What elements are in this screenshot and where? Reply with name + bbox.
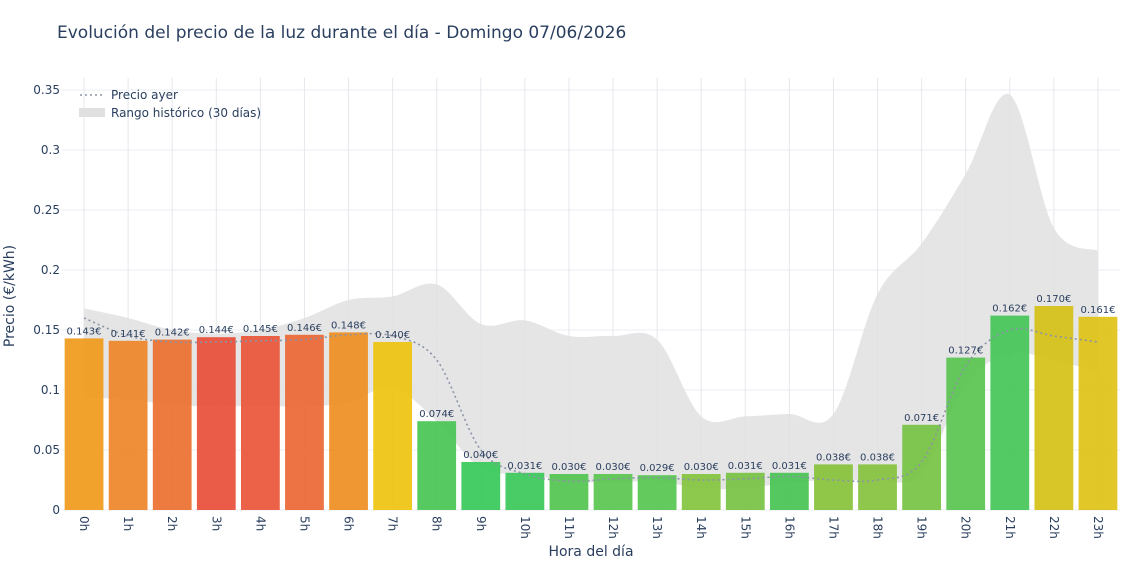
- y-tick-label: 0: [52, 503, 60, 517]
- price-bar[interactable]: [990, 315, 1030, 510]
- x-tick-label: 14h: [694, 516, 708, 539]
- yesterday-line-layer: [83, 317, 1099, 483]
- y-tick-label: 0.35: [33, 83, 60, 97]
- x-tick-label: 7h: [386, 516, 400, 531]
- x-tick-label: 3h: [209, 516, 223, 531]
- legend-label-yesterday[interactable]: Precio ayer: [111, 88, 178, 102]
- bar-value-label: 0.038€: [860, 452, 895, 463]
- bar-value-label: 0.030€: [551, 462, 586, 473]
- y-tick-label: 0.25: [33, 203, 60, 217]
- x-tick-label: 19h: [915, 516, 929, 539]
- x-tick-label: 22h: [1047, 516, 1061, 539]
- price-bar[interactable]: [902, 424, 942, 510]
- bar-value-label: 0.071€: [904, 413, 939, 424]
- x-tick-label: 17h: [826, 516, 840, 539]
- legend-swatch-range: [79, 108, 105, 117]
- bar-value-label: 0.029€: [640, 463, 675, 474]
- bar-value-label: 0.142€: [155, 328, 190, 339]
- chart-title: Evolución del precio de la luz durante e…: [57, 23, 626, 43]
- bar-value-label: 0.148€: [331, 320, 366, 331]
- price-bar[interactable]: [373, 342, 413, 510]
- price-bar[interactable]: [461, 462, 501, 510]
- x-tick-label: 10h: [518, 516, 532, 539]
- x-tick-label: 15h: [738, 516, 752, 539]
- x-tick-label: 20h: [959, 516, 973, 539]
- price-bar[interactable]: [1078, 316, 1118, 510]
- x-tick-label: 16h: [782, 516, 796, 539]
- x-tick-label: 18h: [871, 516, 885, 539]
- x-tick-label: 9h: [474, 516, 488, 531]
- bar-value-label: 0.145€: [243, 324, 278, 335]
- bar-value-label: 0.030€: [596, 462, 631, 473]
- bar-value-label: 0.144€: [199, 325, 234, 336]
- bar-value-label: 0.162€: [992, 304, 1027, 315]
- price-bar[interactable]: [725, 472, 765, 510]
- price-bar[interactable]: [196, 337, 236, 510]
- price-bar[interactable]: [329, 332, 368, 510]
- y-tick-label: 0.15: [33, 323, 60, 337]
- bar-value-label: 0.127€: [948, 346, 983, 357]
- price-bar[interactable]: [417, 421, 457, 510]
- x-tick-label: 13h: [650, 516, 664, 539]
- x-tick-label: 23h: [1091, 516, 1105, 539]
- price-bar[interactable]: [505, 472, 545, 510]
- bar-value-label: 0.143€: [67, 326, 102, 337]
- bar-value-label: 0.141€: [111, 329, 146, 340]
- bar-value-label: 0.146€: [287, 323, 322, 334]
- price-bar[interactable]: [285, 334, 324, 510]
- x-tick-label: 6h: [342, 516, 356, 531]
- price-bar[interactable]: [814, 464, 853, 510]
- price-bar[interactable]: [769, 472, 809, 510]
- price-bar[interactable]: [593, 474, 633, 510]
- x-tick-label: 2h: [165, 516, 179, 531]
- bar-value-label: 0.040€: [463, 450, 498, 461]
- price-bar[interactable]: [64, 338, 104, 510]
- price-bar[interactable]: [637, 475, 677, 510]
- price-bar[interactable]: [240, 336, 280, 510]
- bar-value-label: 0.031€: [728, 461, 763, 472]
- x-tick-label: 1h: [121, 516, 135, 531]
- historical-range-band-layer: [84, 93, 1098, 490]
- yesterday-price-line: [83, 317, 1099, 483]
- x-tick-label: 4h: [253, 516, 267, 531]
- bar-labels-layer: 0.143€ 0.141€ 0.142€ 0.144€ 0.145€ 0.146€ 0.14…: [67, 294, 1116, 474]
- y-tick-label: 0.2: [41, 263, 60, 277]
- axes-layer: 0 0.05 0.1 0.15 0.2 0.25 0.3 0.35 0h 1h 2h 3h 4h 5h 6h…: [33, 83, 1105, 539]
- x-tick-label: 8h: [430, 516, 444, 531]
- bar-value-label: 0.161€: [1080, 305, 1115, 316]
- price-bar[interactable]: [1034, 306, 1074, 510]
- bars-layer: [64, 306, 1118, 510]
- price-bar[interactable]: [858, 464, 897, 510]
- bar-value-label: 0.038€: [816, 452, 851, 463]
- x-tick-label: 12h: [606, 516, 620, 539]
- y-axis-title: Precio (€/kWh): [2, 245, 18, 347]
- bar-value-label: 0.140€: [375, 330, 410, 341]
- price-bar[interactable]: [108, 340, 148, 510]
- bar-value-label: 0.074€: [419, 409, 454, 420]
- x-tick-label: 11h: [562, 516, 576, 539]
- y-tick-label: 0.3: [41, 143, 60, 157]
- y-tick-label: 0.1: [41, 383, 60, 397]
- x-tick-label: 0h: [77, 516, 91, 531]
- y-tick-label: 0.05: [33, 443, 60, 457]
- bar-value-label: 0.170€: [1036, 294, 1071, 305]
- price-bar[interactable]: [152, 339, 192, 510]
- historical-range-band: [84, 93, 1098, 490]
- price-bar[interactable]: [549, 474, 589, 510]
- price-bar[interactable]: [946, 357, 986, 510]
- bar-value-label: 0.030€: [684, 462, 719, 473]
- legend-label-range[interactable]: Rango histórico (30 días): [111, 106, 261, 120]
- x-tick-label: 5h: [297, 516, 311, 531]
- bar-value-label: 0.031€: [772, 461, 807, 472]
- x-axis-title: Hora del día: [548, 544, 633, 560]
- bar-value-label: 0.031€: [507, 461, 542, 472]
- x-tick-label: 21h: [1003, 516, 1017, 539]
- legend: Precio ayer Rango histórico (30 días): [79, 88, 261, 120]
